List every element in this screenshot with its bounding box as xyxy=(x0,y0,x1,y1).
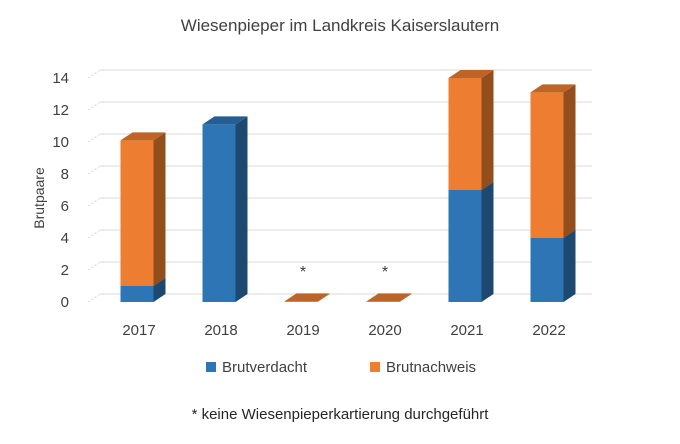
y-tick-labels: 0 2 4 6 8 10 12 14 xyxy=(52,70,69,311)
gridlines xyxy=(87,69,592,303)
bar-front xyxy=(530,238,564,302)
bar-front xyxy=(202,124,236,303)
legend-swatch xyxy=(370,362,380,372)
bar-front xyxy=(448,190,482,302)
legend-swatch xyxy=(206,362,216,372)
legend-label: Brutverdacht xyxy=(222,359,308,376)
x-tick-label: 2019 xyxy=(286,322,319,339)
x-tick-label: 2020 xyxy=(368,322,401,339)
y-tick-label: 14 xyxy=(52,70,69,87)
bar-2019-brutnachweis xyxy=(284,293,330,302)
footnote: * keine Wiesenpieperkartierung durchgefü… xyxy=(192,406,490,423)
x-tick-label: 2021 xyxy=(450,322,483,339)
y-tick-label: 6 xyxy=(61,198,69,215)
x-tick-label: 2022 xyxy=(532,322,565,339)
bars xyxy=(120,70,576,303)
y-tick-label: 0 xyxy=(61,294,69,311)
bar-top xyxy=(284,293,330,302)
bar-2022-brutverdacht xyxy=(530,230,576,302)
bar-side xyxy=(399,293,412,302)
bar-top xyxy=(202,116,248,125)
bar-2022-brutnachweis xyxy=(530,84,576,239)
legend-item: Brutnachweis xyxy=(370,359,476,376)
bar-2021-brutverdacht xyxy=(448,182,494,302)
bar-side xyxy=(481,182,494,302)
bar-side xyxy=(563,230,576,302)
x-tick-labels: 2017 2018 2019 2020 2021 2022 xyxy=(122,322,565,339)
y-tick-label: 10 xyxy=(52,134,69,151)
bar-front xyxy=(530,92,564,239)
bar-side xyxy=(317,293,330,302)
bar-2020-brutnachweis xyxy=(366,293,412,302)
gridline-side xyxy=(87,101,101,111)
y-tick-label: 2 xyxy=(61,262,69,279)
x-tick-label: 2018 xyxy=(204,322,237,339)
bar-2021-brutnachweis xyxy=(448,70,494,190)
bar-front xyxy=(448,78,482,190)
gridline-side xyxy=(87,261,101,271)
y-axis-label: Brutpaare xyxy=(31,167,47,229)
y-tick-label: 4 xyxy=(61,230,69,247)
bar-top xyxy=(448,70,494,78)
y-tick-label: 12 xyxy=(52,102,69,119)
bar-top xyxy=(120,132,166,141)
gridline-side xyxy=(87,197,101,207)
bar-side xyxy=(153,132,166,286)
legend-label: Brutnachweis xyxy=(386,359,476,376)
gridline-side xyxy=(87,229,101,239)
bar-side xyxy=(235,116,248,303)
gridline-side xyxy=(87,293,101,303)
annotations: * * xyxy=(300,264,388,281)
annotation-asterisk: * xyxy=(300,264,306,281)
x-tick-label: 2017 xyxy=(122,322,155,339)
bar-front xyxy=(366,301,400,302)
gridline-side xyxy=(87,165,101,175)
bar-side xyxy=(481,70,494,190)
gridline-side xyxy=(87,133,101,143)
legend-item: Brutverdacht xyxy=(206,359,308,376)
bar-front xyxy=(284,301,318,302)
y-tick-label: 8 xyxy=(61,166,69,183)
bar-2017-brutnachweis xyxy=(120,132,166,286)
bar-front xyxy=(120,286,154,302)
bar-front xyxy=(120,140,154,286)
bar-side xyxy=(563,84,576,239)
bar-top xyxy=(530,84,576,93)
annotation-asterisk: * xyxy=(382,264,388,281)
bar-2018-brutverdacht xyxy=(202,116,248,303)
chart-title: Wiesenpieper im Landkreis Kaiserslautern xyxy=(181,16,499,35)
legend: Brutverdacht Brutnachweis xyxy=(206,359,476,376)
bar-top xyxy=(366,293,412,302)
gridline-side xyxy=(87,69,101,79)
